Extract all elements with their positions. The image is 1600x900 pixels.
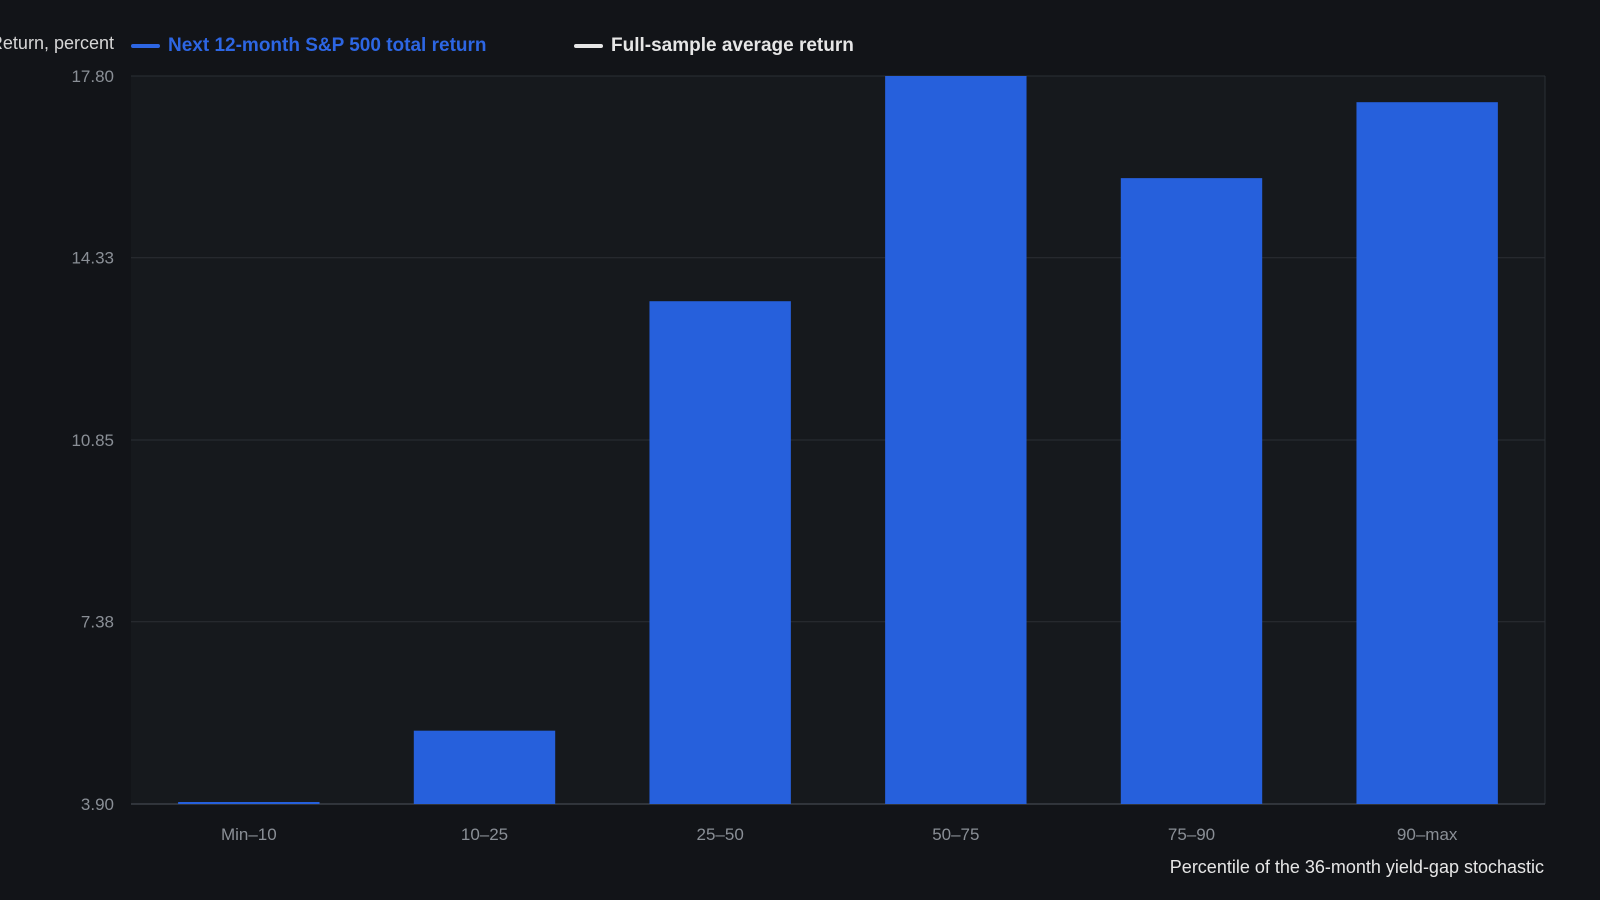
legend-swatch-average [574, 44, 603, 48]
y-tick-label: 17.80 [71, 67, 114, 86]
legend-item-series: Next 12-month S&P 500 total return [131, 33, 487, 59]
bar [413, 730, 556, 804]
x-tick-label: 25–50 [697, 825, 744, 844]
bar [649, 301, 791, 804]
x-tick-label: 50–75 [932, 825, 979, 844]
y-tick-label: 3.90 [81, 795, 114, 814]
bar [1120, 178, 1263, 804]
bar [178, 802, 320, 804]
legend-label-series: Next 12-month S&P 500 total return [168, 35, 487, 56]
legend-label-average: Full-sample average return [611, 35, 854, 56]
legend-item-average: Full-sample average return [574, 33, 854, 59]
x-tick-label: 75–90 [1168, 825, 1215, 844]
x-axis-label: Percentile of the 36-month yield-gap sto… [1169, 857, 1544, 877]
y-tick-label: 10.85 [71, 431, 114, 450]
legend-swatch-series [131, 44, 160, 48]
y-tick-label: 7.38 [81, 613, 114, 632]
y-axis-label: Return, percent [0, 33, 114, 53]
x-tick-label: 90–max [1397, 825, 1458, 844]
x-tick-label: Min–10 [221, 825, 277, 844]
y-tick-label: 14.33 [71, 249, 114, 268]
x-tick-label: 10–25 [461, 825, 508, 844]
bar [1356, 102, 1498, 804]
bar [885, 76, 1027, 804]
